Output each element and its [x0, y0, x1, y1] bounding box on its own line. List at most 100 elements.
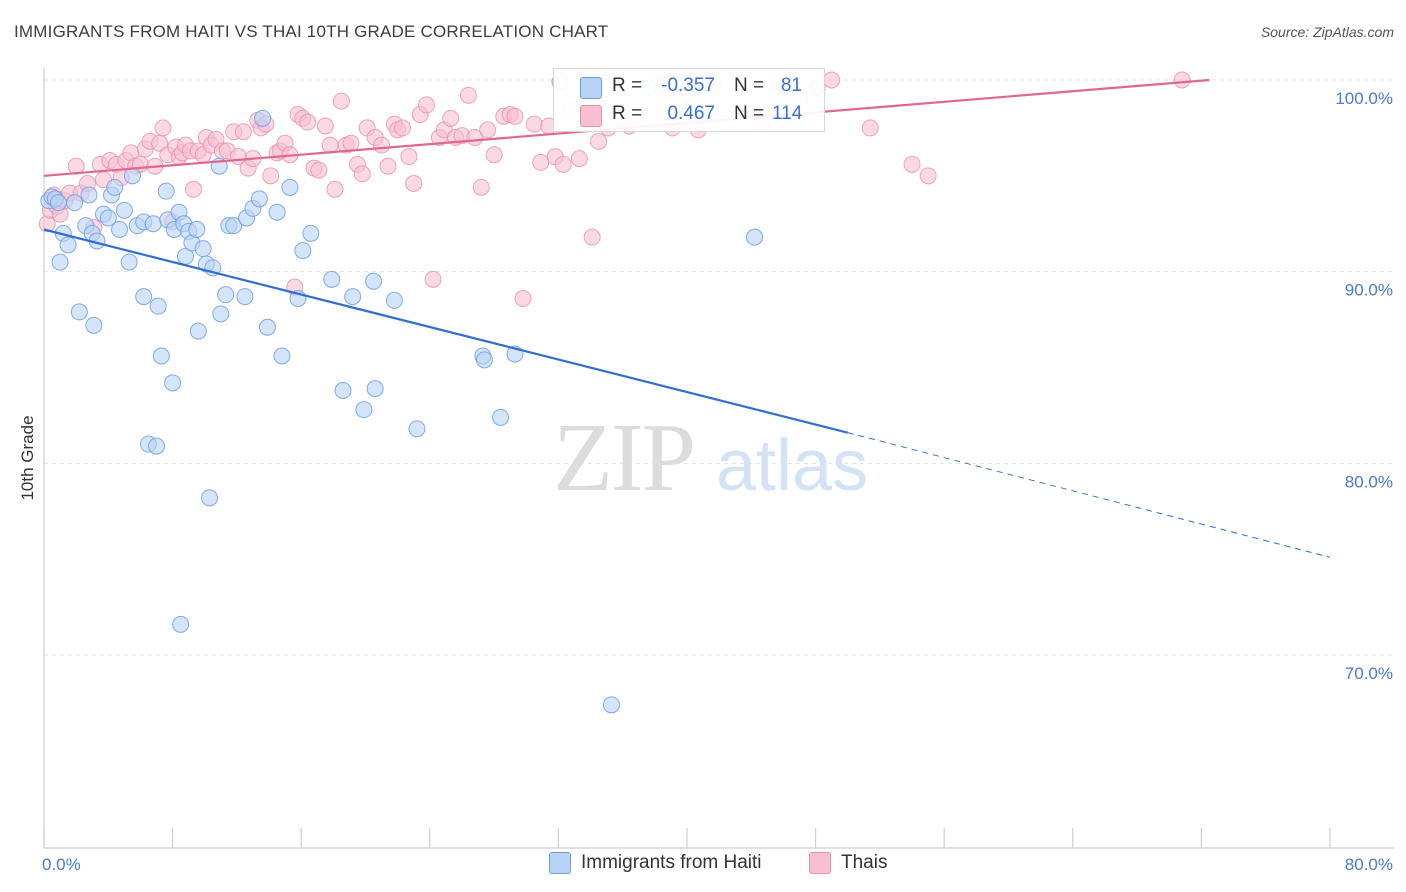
haiti-point [49, 194, 67, 212]
correlation-legend: R = -0.357 N = 81 R = 0.467 N = 114 [553, 68, 825, 132]
haiti-point [236, 288, 254, 306]
y-tick-label: 80.0% [1345, 472, 1393, 491]
haiti-point [365, 272, 383, 290]
haiti-swatch [580, 77, 602, 99]
haiti-point [123, 167, 141, 185]
haiti-point [51, 253, 69, 271]
haiti-point [334, 382, 352, 399]
legend-item-haiti[interactable]: Immigrants from Haiti [549, 852, 762, 874]
haiti-point [323, 270, 341, 288]
haiti-point [268, 203, 286, 221]
haiti-point [172, 615, 190, 633]
haiti-point [225, 217, 243, 235]
thai-point [532, 153, 550, 171]
x-tick-label: 0.0% [42, 855, 81, 874]
haiti-point [355, 401, 373, 419]
legend-r-value: 0.467 [667, 103, 715, 124]
watermark-atlas: atlas [716, 426, 868, 506]
haiti-point [302, 224, 320, 242]
thai-point [184, 180, 202, 198]
haiti-point [111, 221, 129, 238]
haiti-point [152, 347, 170, 365]
legend-item-thai[interactable]: Thais [809, 852, 887, 874]
legend-n-value: 81 [780, 75, 802, 96]
legend-n-label: N = [734, 103, 765, 124]
y-tick-label: 70.0% [1345, 664, 1393, 683]
thai-swatch [809, 852, 831, 874]
haiti-point [344, 288, 362, 306]
thai-point [234, 123, 252, 141]
tick-labels: 70.0% 80.0% 90.0% 100.0% 0.0% 80.0% [42, 89, 1393, 874]
haiti-point [408, 420, 426, 438]
legend-n-value: 114 [772, 103, 803, 124]
legend-r-label: R = [612, 75, 643, 96]
thai-point [459, 86, 477, 104]
haiti-point [194, 240, 212, 258]
haiti-trend-line [43, 228, 849, 434]
haiti-point [273, 347, 291, 365]
haiti-point [120, 253, 138, 271]
thai-point [342, 134, 360, 152]
haiti-point [475, 351, 493, 369]
thai-point [525, 115, 543, 133]
thai-point [316, 117, 334, 135]
watermark: ZIP atlas [553, 404, 868, 512]
haiti-trend-extension [847, 432, 1331, 558]
thai-point [418, 96, 436, 114]
chart-title: IMMIGRANTS FROM HAITI VS THAI 10TH GRADE… [14, 22, 609, 41]
thai-point [393, 119, 411, 137]
legend-r-label: R = [612, 103, 643, 124]
thai-point [405, 175, 423, 192]
haiti-point [149, 297, 167, 315]
haiti-point [106, 178, 124, 196]
haiti-point [281, 178, 299, 196]
haiti-point [59, 236, 77, 254]
watermark-zip: ZIP [553, 404, 694, 512]
thai-point [400, 148, 418, 166]
haiti-point [492, 408, 510, 426]
thai-point [379, 157, 397, 175]
thai-point [903, 155, 921, 173]
thai-point [472, 178, 490, 196]
y-tick-label: 100.0% [1335, 89, 1393, 108]
haiti-point [746, 228, 764, 246]
legend-n-label: N = [734, 75, 765, 96]
thai-point [353, 165, 371, 183]
thai-point [514, 290, 532, 307]
legend-label-haiti: Immigrants from Haiti [581, 852, 762, 873]
thai-point [373, 136, 391, 154]
thai-point [823, 71, 841, 89]
haiti-point [254, 109, 272, 127]
haiti-point [212, 305, 230, 323]
thai-point [299, 113, 317, 131]
haiti-point [366, 380, 384, 398]
thai-point [332, 92, 350, 110]
thai-point [310, 161, 328, 179]
haiti-point [144, 215, 162, 233]
thai-point [1173, 71, 1191, 89]
thai-point [506, 107, 524, 125]
x-tick-label: 80.0% [1345, 855, 1393, 874]
legend-row-thai: R = 0.467 N = 114 [554, 101, 824, 129]
haiti-point [70, 303, 88, 321]
thai-point [554, 155, 572, 173]
y-tick-label: 90.0% [1345, 281, 1393, 300]
haiti-point [85, 316, 103, 334]
haiti-point [602, 696, 620, 714]
legend-r-value: -0.357 [661, 75, 715, 96]
haiti-point [217, 286, 235, 304]
haiti-point [157, 182, 175, 200]
haiti-point [258, 318, 276, 336]
thai-point [479, 121, 497, 139]
legend-row-haiti: R = -0.357 N = 81 [554, 73, 824, 101]
haiti-point [250, 190, 268, 208]
haiti-point [80, 186, 98, 204]
haiti-point [385, 291, 403, 309]
haiti-swatch [549, 852, 571, 874]
thai-point [154, 119, 172, 137]
haiti-point [66, 194, 84, 212]
thai-point [861, 119, 879, 137]
thai-point [424, 270, 442, 288]
thai-point [442, 109, 460, 127]
